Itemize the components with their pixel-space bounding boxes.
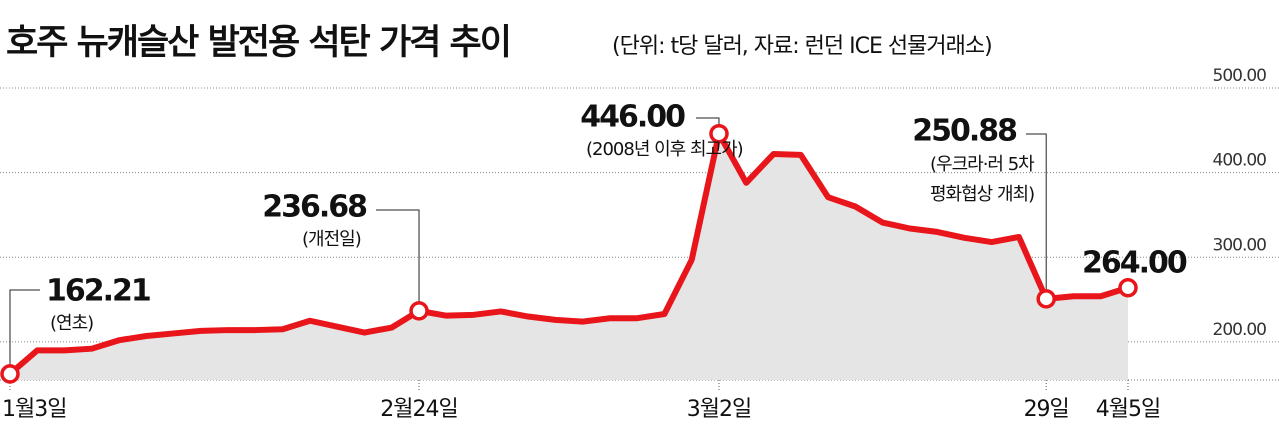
y-tick-label: 200.00	[1213, 320, 1267, 340]
area	[10, 133, 1128, 380]
data-label: 250.88	[912, 114, 1017, 149]
leader-line	[9, 289, 40, 374]
marker	[1118, 277, 1138, 298]
data-label: 264.00	[1082, 246, 1187, 281]
annotation: (2008년 이후 최고가)	[586, 139, 743, 160]
x-tick-label: 29일	[1024, 397, 1069, 422]
annotation: (연초)	[50, 313, 93, 334]
y-tick-label: 400.00	[1213, 151, 1267, 171]
y-tick-label: 300.00	[1213, 235, 1267, 255]
leader-line	[1026, 133, 1047, 299]
line	[8, 130, 1129, 377]
marker	[709, 123, 729, 144]
marker	[1036, 289, 1056, 309]
data-label: 162.21	[46, 274, 150, 309]
data-label: 446.00	[580, 100, 685, 135]
chart-title: 호주 뉴캐슬산 발전용 석탄 가격 추이	[6, 23, 510, 63]
labels: 1월3일 2월24일 3월2일 29일 4월5일 162.21 (연초) 236.68 (개전일…	[0, 100, 1189, 422]
chart-subtitle: (단위: t당 달러, 자료: 런던 ICE 선물거래소)	[612, 34, 992, 59]
x-tick-label: 3월2일	[687, 397, 751, 422]
annotation: (개전일)	[302, 229, 361, 250]
x-tick-label: 1월3일	[2, 397, 66, 422]
x-tick-label: 2월24일	[380, 397, 457, 422]
annotation: (우크라·러 5차	[930, 154, 1035, 175]
x-tick-label: 4월5일	[1096, 397, 1160, 422]
marker	[409, 301, 429, 321]
leader-line	[376, 209, 420, 311]
marker	[0, 364, 20, 384]
annotation: 평화협상 개최)	[930, 184, 1034, 205]
plot	[8, 130, 1129, 380]
y-tick-label: 500.00	[1213, 66, 1267, 86]
data-label: 236.68	[262, 190, 367, 225]
